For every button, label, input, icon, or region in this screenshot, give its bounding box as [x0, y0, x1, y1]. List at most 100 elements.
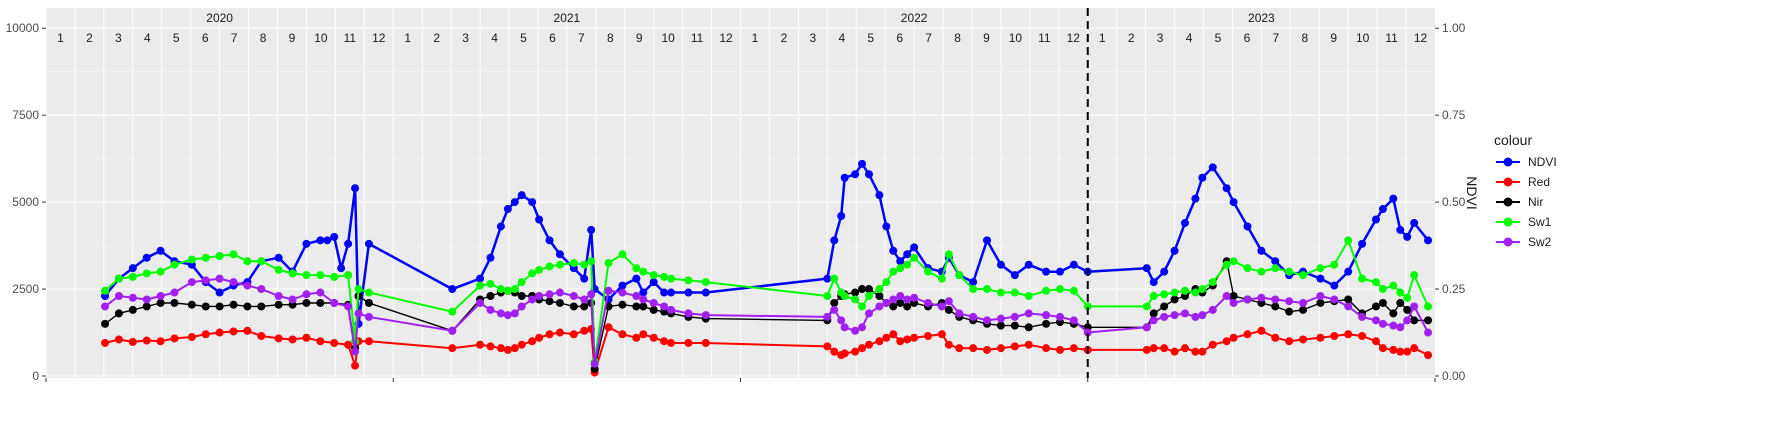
month-label: 12 [719, 31, 733, 45]
data-point-sw2 [587, 290, 596, 299]
data-point-sw2 [1083, 328, 1092, 337]
data-point-nir [1396, 298, 1405, 307]
data-point-red [889, 330, 898, 339]
data-point-red [1010, 342, 1019, 351]
data-point-red [476, 340, 485, 349]
month-label: 11 [1038, 31, 1051, 45]
data-point-sw2 [288, 295, 297, 304]
data-point-ndvi [1378, 205, 1387, 214]
data-point-sw1 [344, 271, 353, 280]
data-point-sw1 [486, 279, 495, 288]
data-point-sw1 [667, 274, 676, 283]
data-point-sw1 [1229, 257, 1238, 266]
month-label: 9 [1330, 31, 1337, 45]
data-point-sw1 [1271, 264, 1280, 273]
data-point-sw2 [535, 292, 544, 301]
month-label: 2 [781, 31, 788, 45]
data-point-ndvi [448, 285, 457, 294]
data-point-sw2 [580, 295, 589, 304]
data-point-sw1 [1371, 278, 1380, 287]
data-point-sw2 [937, 302, 946, 311]
data-point-sw2 [1410, 302, 1419, 311]
month-label: 10 [314, 31, 328, 45]
data-point-nir [632, 302, 641, 311]
legend-label-ndvi: NDVI [1528, 155, 1557, 169]
data-point-sw2 [1378, 319, 1387, 328]
data-point-red [937, 330, 946, 339]
data-point-sw1 [896, 264, 905, 273]
year-label: 2021 [554, 11, 581, 25]
data-point-nir [257, 302, 266, 311]
month-label: 3 [810, 31, 817, 45]
data-point-sw1 [569, 258, 578, 267]
month-label: 3 [115, 31, 122, 45]
data-point-sw1 [1042, 286, 1051, 295]
data-point-ndvi [1191, 194, 1200, 203]
data-point-nir [944, 305, 953, 314]
y2-tick-label: 1.00 [1442, 21, 1466, 35]
data-point-sw2 [823, 312, 832, 321]
data-point-ndvi [555, 250, 564, 259]
data-point-sw1 [545, 262, 554, 271]
data-point-red [1149, 344, 1158, 353]
y-tick-label: 0 [32, 369, 39, 383]
data-point-sw2 [156, 292, 165, 301]
data-point-ndvi [896, 257, 905, 266]
data-point-nir [889, 302, 898, 311]
data-point-sw1 [1358, 274, 1367, 283]
data-point-nir [545, 297, 554, 306]
data-point-sw2 [1424, 328, 1433, 337]
data-point-nir [215, 302, 224, 311]
data-point-red [858, 344, 867, 353]
data-point-nir [618, 300, 627, 309]
data-point-nir [1024, 323, 1033, 332]
data-point-sw1 [1024, 292, 1033, 301]
data-point-red [330, 338, 339, 347]
data-point-ndvi [503, 205, 512, 214]
data-point-sw1 [580, 260, 589, 269]
month-label: 11 [344, 31, 357, 45]
data-point-sw1 [618, 250, 627, 259]
data-point-nir [1424, 316, 1433, 325]
data-point-sw1 [187, 255, 196, 264]
data-point-sw1 [170, 260, 179, 269]
legend-label-nir: Nir [1528, 195, 1543, 209]
data-point-sw2 [476, 298, 485, 307]
data-point-ndvi [858, 159, 867, 168]
data-point-sw2 [1257, 293, 1266, 302]
data-point-nir [1149, 309, 1158, 318]
data-point-ndvi [528, 198, 537, 207]
data-point-sw2 [639, 295, 648, 304]
data-point-ndvi [156, 246, 165, 255]
data-point-sw1 [114, 274, 123, 283]
data-point-sw2 [983, 316, 992, 325]
legend-key-ndvi [1503, 157, 1513, 167]
y2-tick-label: 0.25 [1442, 282, 1466, 296]
month-label: 6 [202, 31, 209, 45]
data-point-red [1042, 344, 1051, 353]
data-point-ndvi [1142, 264, 1151, 273]
data-point-red [170, 334, 179, 343]
data-point-red [882, 333, 891, 342]
data-point-nir [1010, 321, 1019, 330]
month-label: 10 [1356, 31, 1370, 45]
data-point-sw1 [555, 260, 564, 269]
data-point-sw1 [1389, 281, 1398, 290]
data-point-nir [996, 321, 1005, 330]
data-point-nir [156, 298, 165, 307]
data-point-ndvi [1396, 225, 1405, 234]
data-point-red [1191, 347, 1200, 356]
data-point-red [1424, 351, 1433, 360]
month-label: 4 [1186, 31, 1193, 45]
data-point-sw1 [316, 271, 325, 280]
legend-title: colour [1494, 132, 1532, 148]
data-point-ndvi [142, 253, 151, 262]
data-point-sw2 [274, 292, 283, 301]
data-point-red [142, 336, 151, 345]
data-point-ndvi [302, 239, 311, 248]
y2-tick-label: 0.00 [1442, 369, 1466, 383]
data-point-sw1 [1160, 290, 1169, 299]
data-point-sw1 [1055, 285, 1064, 294]
data-point-ndvi [1042, 267, 1051, 276]
data-point-sw1 [1180, 286, 1189, 295]
